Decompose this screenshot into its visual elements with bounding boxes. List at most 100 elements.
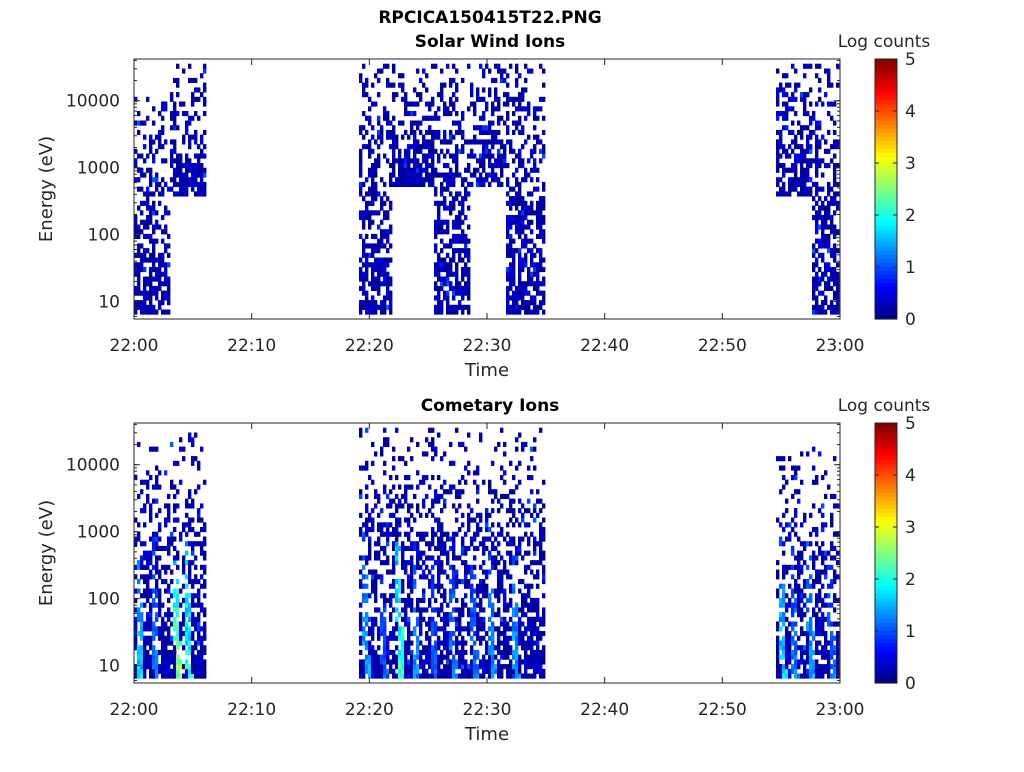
spectrogram-cell bbox=[464, 304, 468, 310]
spectrogram-cell bbox=[518, 271, 522, 277]
spectrogram-cell bbox=[200, 607, 204, 613]
spectrogram-cell bbox=[809, 144, 813, 150]
spectrogram-cell bbox=[380, 631, 384, 637]
spectrogram-cell bbox=[524, 654, 528, 660]
spectrogram-cell bbox=[830, 564, 834, 570]
spectrogram-cell bbox=[830, 621, 834, 627]
spectrogram-cell bbox=[506, 649, 510, 656]
spectrogram-cell bbox=[449, 101, 453, 107]
spectrogram-cell bbox=[470, 612, 474, 618]
spectrogram-cell bbox=[512, 186, 516, 192]
spectrogram-cell bbox=[416, 508, 420, 514]
spectrogram-cell bbox=[491, 498, 495, 504]
spectrogram-cell bbox=[404, 621, 408, 627]
spectrogram-cell bbox=[530, 631, 534, 637]
spectrogram-cell bbox=[371, 659, 375, 665]
spectrogram-cell bbox=[155, 446, 159, 452]
spectrogram-cell bbox=[800, 186, 804, 192]
spectrogram-cell bbox=[455, 196, 459, 202]
spectrogram-cell bbox=[398, 498, 402, 504]
spectrogram-cell bbox=[782, 475, 786, 481]
spectrogram-cell bbox=[200, 153, 204, 159]
spectrogram-cell bbox=[158, 555, 162, 561]
spectrogram-cell bbox=[785, 191, 789, 197]
spectrogram-cell bbox=[797, 574, 801, 580]
spectrogram-cell bbox=[416, 550, 420, 556]
spectrogram-cell bbox=[803, 167, 807, 173]
spectrogram-cell bbox=[182, 583, 186, 589]
spectrogram-cell bbox=[419, 626, 423, 632]
spectrogram-cell bbox=[416, 68, 420, 74]
spectrogram-cell bbox=[176, 668, 180, 674]
spectrogram-cell bbox=[137, 493, 141, 500]
spectrogram-cell bbox=[134, 229, 138, 235]
spectrogram-cell bbox=[536, 574, 540, 580]
spectrogram-cell bbox=[395, 659, 399, 665]
spectrogram-cell bbox=[167, 659, 171, 665]
spectrogram-cell bbox=[533, 673, 537, 679]
spectrogram-cell bbox=[446, 621, 450, 627]
spectrogram-cell bbox=[161, 579, 165, 585]
spectrogram-cell bbox=[392, 92, 396, 98]
spectrogram-cell bbox=[458, 616, 462, 622]
spectrogram-cell bbox=[512, 654, 516, 660]
spectrogram-cell bbox=[779, 640, 783, 646]
spectrogram-cell bbox=[452, 120, 456, 126]
spectrogram-cell bbox=[425, 129, 429, 136]
spectrogram-cell bbox=[140, 186, 144, 192]
spectrogram-cell bbox=[491, 659, 495, 665]
spectrogram-cell bbox=[530, 446, 534, 452]
spectrogram-cell bbox=[467, 579, 471, 585]
spectrogram-cell bbox=[188, 607, 192, 613]
spectrogram-cell bbox=[830, 664, 834, 670]
spectrogram-cell bbox=[413, 120, 417, 126]
x-tick-label: 22:20 bbox=[345, 336, 394, 356]
spectrogram-cell bbox=[134, 607, 138, 613]
colorbar-segment bbox=[875, 233, 897, 239]
spectrogram-cell bbox=[518, 545, 522, 552]
spectrogram-cell bbox=[464, 233, 468, 240]
spectrogram-cell bbox=[173, 626, 177, 632]
spectrogram-cell bbox=[461, 579, 465, 585]
spectrogram-cell bbox=[452, 252, 456, 258]
spectrogram-cell bbox=[827, 285, 831, 292]
spectrogram-cell bbox=[467, 621, 471, 627]
spectrogram-cell bbox=[827, 82, 831, 88]
spectrogram-cell bbox=[365, 304, 369, 310]
spectrogram-cell bbox=[827, 616, 831, 622]
spectrogram-cell bbox=[410, 579, 414, 585]
spectrogram-cell bbox=[815, 248, 819, 254]
spectrogram-cell bbox=[143, 479, 147, 485]
spectrogram-cell bbox=[158, 257, 162, 263]
spectrogram-cell bbox=[431, 621, 435, 627]
spectrogram-cell bbox=[203, 649, 207, 656]
spectrogram-cell bbox=[812, 465, 816, 471]
spectrogram-cell bbox=[500, 68, 504, 74]
spectrogram-cell bbox=[362, 215, 366, 221]
spectrogram-cell bbox=[365, 144, 369, 150]
spectrogram-cell bbox=[434, 607, 438, 613]
spectrogram-cell bbox=[434, 191, 438, 197]
spectrogram-cell bbox=[470, 148, 474, 154]
spectrogram-cell bbox=[203, 82, 207, 88]
spectrogram-cell bbox=[134, 621, 138, 627]
spectrogram-cell bbox=[359, 602, 363, 608]
spectrogram-cell bbox=[467, 309, 471, 315]
y-tick-label: 10 bbox=[98, 657, 120, 677]
spectrogram-cell bbox=[371, 295, 375, 301]
spectrogram-cell bbox=[188, 635, 192, 641]
spectrogram-cell bbox=[518, 257, 522, 263]
spectrogram-cell bbox=[191, 659, 195, 665]
spectrogram-cell bbox=[443, 593, 447, 599]
spectrogram-cell bbox=[482, 616, 486, 622]
spectrogram-cell bbox=[425, 475, 429, 481]
colorbar-segment bbox=[875, 479, 897, 485]
spectrogram-cell bbox=[416, 125, 420, 131]
spectrogram-cell bbox=[779, 616, 783, 622]
spectrogram-cell bbox=[188, 569, 192, 575]
spectrogram-cell bbox=[506, 574, 510, 580]
spectrogram-cell bbox=[512, 489, 516, 495]
spectrogram-cell bbox=[815, 224, 819, 230]
spectrogram-cell bbox=[374, 281, 378, 287]
spectrogram-cell bbox=[443, 295, 447, 301]
